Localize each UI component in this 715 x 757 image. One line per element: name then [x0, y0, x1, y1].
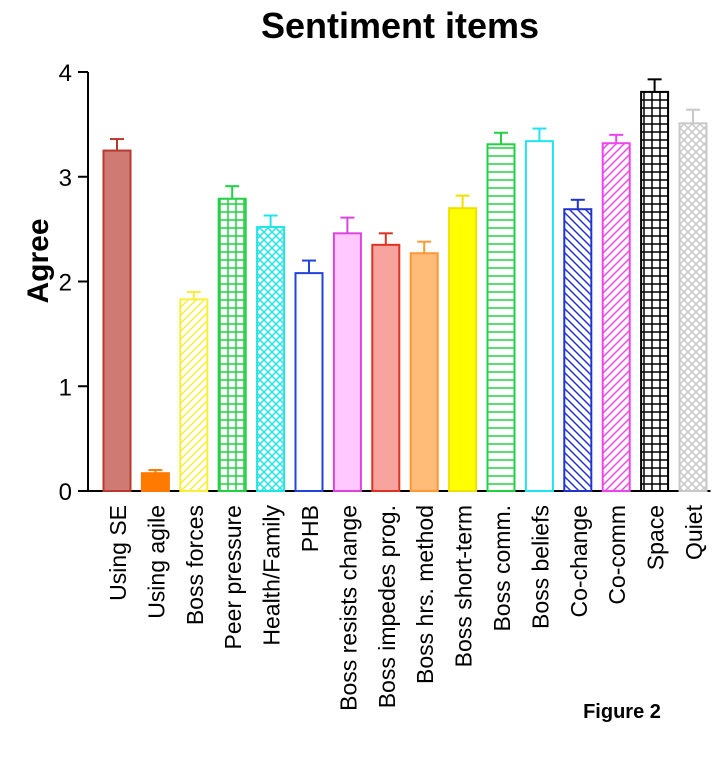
x-tick-label: Boss impedes prog.: [374, 505, 400, 708]
x-tick-label: Boss comm.: [489, 505, 515, 632]
chart-title: Sentiment items: [261, 5, 539, 46]
bar-rect: [140, 472, 170, 493]
bar-using-agile: [140, 469, 170, 493]
figure-annotation: Figure 2: [583, 701, 661, 723]
bar-space: [640, 78, 670, 492]
bar-rect: [601, 142, 631, 492]
x-tick-label: Boss resists change: [335, 505, 361, 711]
y-tick-label: 2: [59, 270, 72, 297]
bar-using-se: [102, 138, 132, 492]
bar-boss-resists-change: [332, 216, 362, 492]
x-tick-label: Quiet: [681, 504, 707, 560]
bar-boss-short-term: [448, 194, 478, 493]
bar-rect: [486, 143, 516, 492]
bar-rect: [640, 90, 670, 492]
bar-rect: [409, 252, 439, 492]
bar-rect: [563, 208, 593, 492]
x-tick-label: PHB: [297, 505, 323, 552]
bar-peer-pressure: [217, 185, 247, 492]
bar-rect: [371, 243, 401, 492]
bar-phb: [294, 259, 324, 492]
x-tick-label: Space: [643, 505, 669, 570]
x-tick-label: Boss hrs. method: [412, 505, 438, 684]
x-tick-label: Co-change: [566, 505, 592, 618]
y-tick-label: 3: [59, 165, 72, 192]
bar-boss-impedes-prog: [371, 232, 401, 492]
x-tick-label: Boss short-term: [451, 505, 477, 667]
y-tick-label: 4: [59, 60, 72, 87]
x-axis-labels: Using SE Using agile Boss forces Peer press…: [105, 504, 707, 710]
bar-rect: [179, 298, 209, 492]
bar-quiet: [678, 108, 708, 492]
x-tick-label: Peer pressure: [220, 505, 246, 649]
bar-rect: [217, 197, 247, 492]
bar-health-family: [256, 214, 286, 492]
y-axis-label: Agree: [22, 218, 55, 303]
bar-rect: [332, 232, 362, 492]
bar-rect: [256, 226, 286, 492]
x-tick-label: Using SE: [105, 505, 131, 601]
x-tick-label: Co-comm: [604, 505, 630, 605]
bar-boss-comm: [486, 131, 516, 492]
bar-rect: [448, 207, 478, 493]
bar-boss-beliefs: [524, 127, 554, 492]
x-tick-label: Health/Family: [259, 505, 285, 646]
y-tick-label: 0: [59, 479, 72, 506]
bar-co-comm: [601, 133, 631, 492]
bar-co-change: [563, 198, 593, 492]
x-tick-label: Boss forces: [182, 505, 208, 625]
bar-boss-hrs-method: [409, 240, 439, 492]
x-tick-label: Using agile: [143, 505, 169, 619]
bar-rect: [294, 272, 324, 492]
bar-rect: [678, 122, 708, 492]
y-tick-label: 1: [59, 374, 72, 401]
bar-boss-forces: [179, 290, 209, 492]
x-tick-label: Boss beliefs: [527, 505, 553, 629]
bar-rect: [102, 149, 132, 492]
bar-rect: [524, 140, 554, 492]
bars: [102, 78, 708, 493]
